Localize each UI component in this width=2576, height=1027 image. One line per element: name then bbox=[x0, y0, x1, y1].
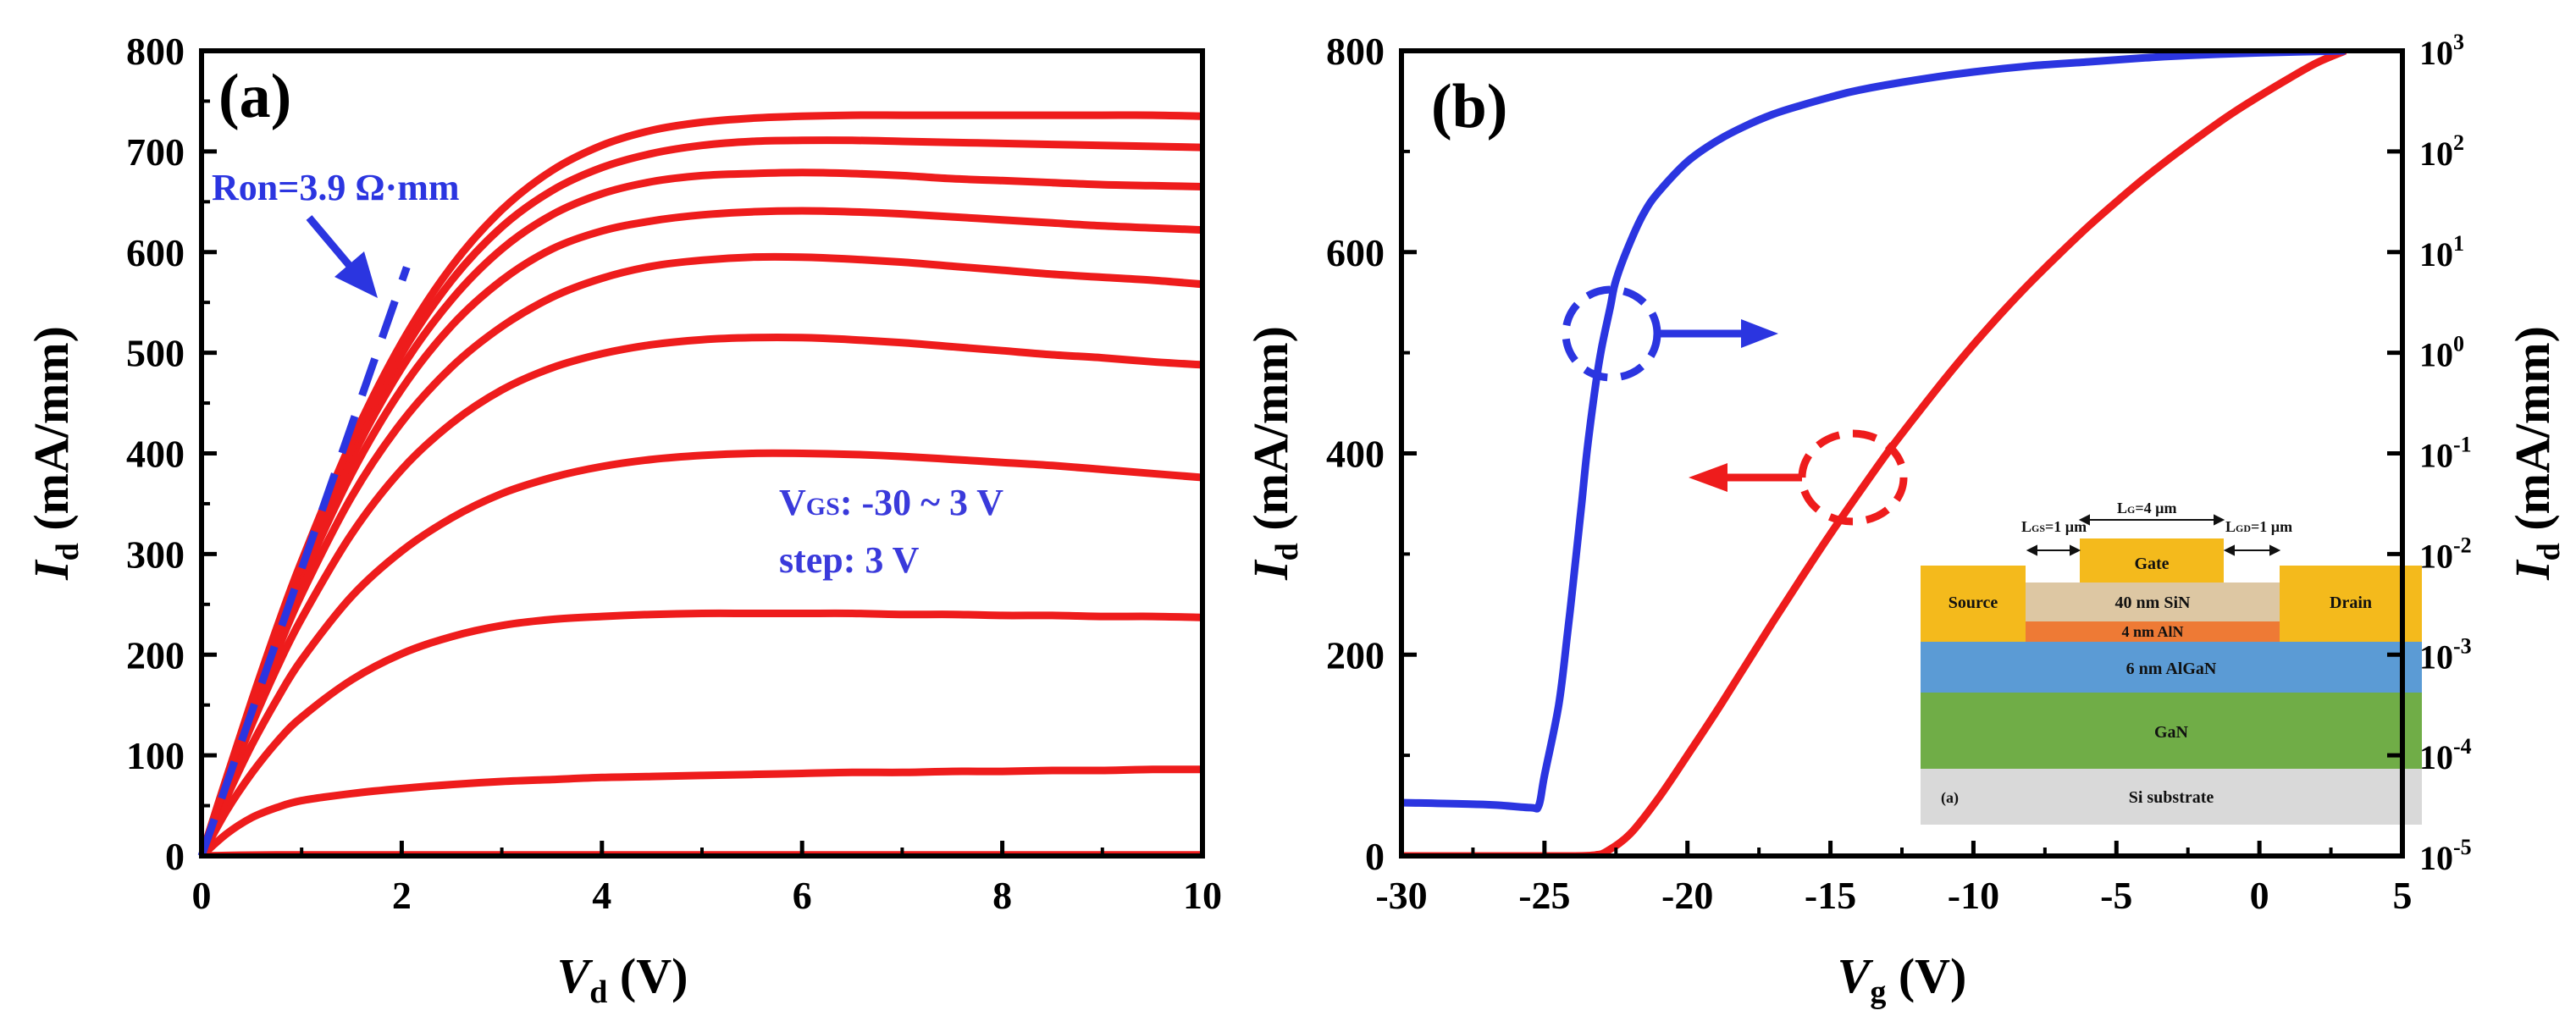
inset-sin-label: 40 nm SiN bbox=[2115, 594, 2191, 612]
lg-arrow-left-head bbox=[2078, 514, 2090, 526]
b-x-tick-label: -5 bbox=[2100, 874, 2132, 917]
transfer-curve-log bbox=[1401, 51, 2346, 813]
b-x-tick-label: -30 bbox=[1375, 874, 1427, 917]
panel-b-chart: Gate Source Drain 40 nm SiN 4 nm AlN 6 n… bbox=[1243, 30, 2567, 1010]
inset-lg-label: LG=4 µm bbox=[2117, 500, 2176, 516]
a-y-tick-label: 500 bbox=[126, 332, 185, 375]
output-curve-3 bbox=[202, 449, 1202, 856]
vgs-annotation: VGS: -30 ~ 3 V bbox=[779, 482, 1003, 523]
transfer-curve-linear bbox=[1401, 51, 2347, 856]
b-x-tick-label: 0 bbox=[2250, 874, 2269, 917]
b-y2-tick-label: 10-1 bbox=[2419, 433, 2472, 475]
inset-gate-contact bbox=[2080, 538, 2224, 583]
ron-annotation: Ron=3.9 Ω·mm bbox=[212, 167, 460, 208]
output-curve-9 bbox=[202, 111, 1202, 856]
b-y-tick-label: 800 bbox=[1326, 30, 1385, 73]
lgd-arrow-right-head bbox=[2269, 544, 2281, 556]
ron-dashed-line bbox=[197, 266, 411, 858]
b-x-tick-label: -20 bbox=[1661, 874, 1713, 917]
panel-b-label: (b) bbox=[1431, 72, 1507, 141]
linear-curve-axis-arrow-head bbox=[1689, 463, 1727, 492]
panel-b-curves bbox=[1401, 51, 2347, 856]
b-y-tick-label: 0 bbox=[1365, 835, 1385, 878]
inset-aln-label: 4 nm AlN bbox=[2121, 623, 2183, 640]
device-cross-section-inset: Gate Source Drain 40 nm SiN 4 nm AlN 6 n… bbox=[1921, 500, 2422, 825]
panel-b-y-axis-label: Id (mA/mm) bbox=[1243, 326, 1305, 581]
inset-drain-contact bbox=[2280, 566, 2422, 642]
log-curve-axis-arrow-head bbox=[1741, 319, 1778, 348]
a-y-tick-label: 400 bbox=[126, 433, 185, 476]
inset-substrate-label: Si substrate bbox=[2129, 788, 2214, 807]
a-y-tick-label: 300 bbox=[126, 533, 185, 576]
b-x-tick-label: -10 bbox=[1948, 874, 1999, 917]
b-y-tick-label: 200 bbox=[1326, 633, 1385, 676]
a-y-tick-label: 700 bbox=[126, 130, 185, 174]
inset-aln-layer bbox=[2026, 621, 2280, 642]
output-curve-2 bbox=[202, 609, 1202, 856]
panel-a-y-axis-label: Id (mA/mm) bbox=[24, 326, 86, 581]
inset-algan-label: 6 nm AlGaN bbox=[2126, 660, 2217, 678]
panel-b-right-y-ticks: 10-5 10-4 10-3 10-2 10-1 100 101 102 103 bbox=[2387, 30, 2472, 877]
a-x-tick-label: 10 bbox=[1183, 874, 1222, 917]
lg-arrow-right-head bbox=[2214, 514, 2225, 526]
b-y2-tick-label: 102 bbox=[2419, 130, 2464, 173]
a-x-tick-label: 8 bbox=[992, 874, 1012, 917]
inset-lgs-label: LGS=1 µm bbox=[2021, 518, 2087, 535]
output-curve-1 bbox=[202, 765, 1202, 856]
panel-a-x-ticks: 0 2 4 6 8 10 bbox=[192, 841, 1222, 917]
inset-dimension-arrows bbox=[2026, 514, 2281, 556]
b-y2-tick-label: 100 bbox=[2419, 332, 2464, 374]
b-y2-tick-label: 10-3 bbox=[2419, 633, 2472, 676]
b-y-tick-label: 400 bbox=[1326, 433, 1385, 476]
inset-gan-label: GaN bbox=[2154, 723, 2189, 742]
panel-b-x-axis-label: Vg (V) bbox=[1838, 948, 1967, 1010]
ron-arrow-shaft bbox=[306, 215, 357, 273]
b-x-tick-label: -15 bbox=[1805, 874, 1856, 917]
inset-gan-layer bbox=[1921, 693, 2422, 769]
inset-drain-label: Drain bbox=[2330, 594, 2372, 612]
inset-lgd-label: LGD=1 µm bbox=[2225, 518, 2292, 535]
panel-b-right-y-axis-label: Id (mA/mm) bbox=[2505, 326, 2567, 581]
a-x-tick-label: 4 bbox=[592, 874, 611, 917]
b-y2-tick-label: 101 bbox=[2419, 231, 2464, 273]
b-y-tick-label: 600 bbox=[1326, 231, 1385, 274]
b-x-tick-label: -25 bbox=[1518, 874, 1570, 917]
ron-arrow-head bbox=[334, 251, 378, 298]
inset-source-label: Source bbox=[1949, 594, 1998, 612]
panel-a-x-axis-label: Vd (V) bbox=[557, 948, 688, 1010]
b-x-tick-label: 5 bbox=[2393, 874, 2413, 917]
a-y-tick-label: 200 bbox=[126, 633, 185, 676]
lgd-arrow-left-head bbox=[2223, 544, 2235, 556]
inset-source-contact bbox=[1921, 566, 2026, 642]
a-x-tick-label: 6 bbox=[793, 874, 812, 917]
panel-a-label: (a) bbox=[218, 62, 291, 131]
panel-a-chart: 0 2 4 6 8 10 0 100 200 300 400 500 600 700 800 (a) Ro… bbox=[24, 30, 1222, 1010]
inset-gate-label: Gate bbox=[2134, 555, 2169, 573]
panel-a-curves bbox=[202, 111, 1202, 856]
a-y-tick-label: 600 bbox=[126, 231, 185, 274]
a-y-tick-label: 800 bbox=[126, 30, 185, 73]
a-y-tick-label: 0 bbox=[165, 835, 185, 878]
lgs-arrow-right-head bbox=[2070, 544, 2081, 556]
inset-sin-layer bbox=[2026, 583, 2280, 621]
inset-si-substrate-layer bbox=[1921, 769, 2422, 825]
a-x-tick-label: 0 bbox=[192, 874, 212, 917]
panel-b-left-y-ticks: 0 200 400 600 800 bbox=[1326, 30, 1417, 878]
output-curve-5 bbox=[202, 252, 1202, 856]
b-y2-tick-label: 10-4 bbox=[2419, 734, 2472, 776]
output-curve-4 bbox=[202, 334, 1202, 856]
a-y-tick-label: 100 bbox=[126, 734, 185, 777]
a-x-tick-label: 2 bbox=[392, 874, 412, 917]
inset-panel-label: (a) bbox=[1941, 789, 1959, 807]
panel-b-x-ticks: -30 -25 -20 -15 -10 -5 0 5 bbox=[1375, 841, 2413, 917]
lgs-arrow-left-head bbox=[2026, 544, 2037, 556]
panel-a-y-ticks: 0 100 200 300 400 500 600 700 800 bbox=[126, 30, 217, 878]
linear-curve-circle-marker bbox=[1798, 429, 1908, 526]
b-y2-tick-label: 103 bbox=[2419, 30, 2464, 72]
b-y2-tick-label: 10-5 bbox=[2419, 835, 2472, 877]
b-y2-tick-label: 10-2 bbox=[2419, 533, 2472, 575]
inset-algan-layer bbox=[1921, 642, 2422, 693]
step-annotation: step: 3 V bbox=[779, 539, 920, 581]
